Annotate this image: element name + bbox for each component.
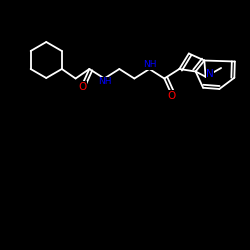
Text: O: O (78, 82, 86, 92)
Text: O: O (168, 91, 176, 101)
Text: N: N (206, 69, 214, 79)
Text: NH: NH (98, 77, 111, 86)
Text: NH: NH (143, 60, 156, 69)
